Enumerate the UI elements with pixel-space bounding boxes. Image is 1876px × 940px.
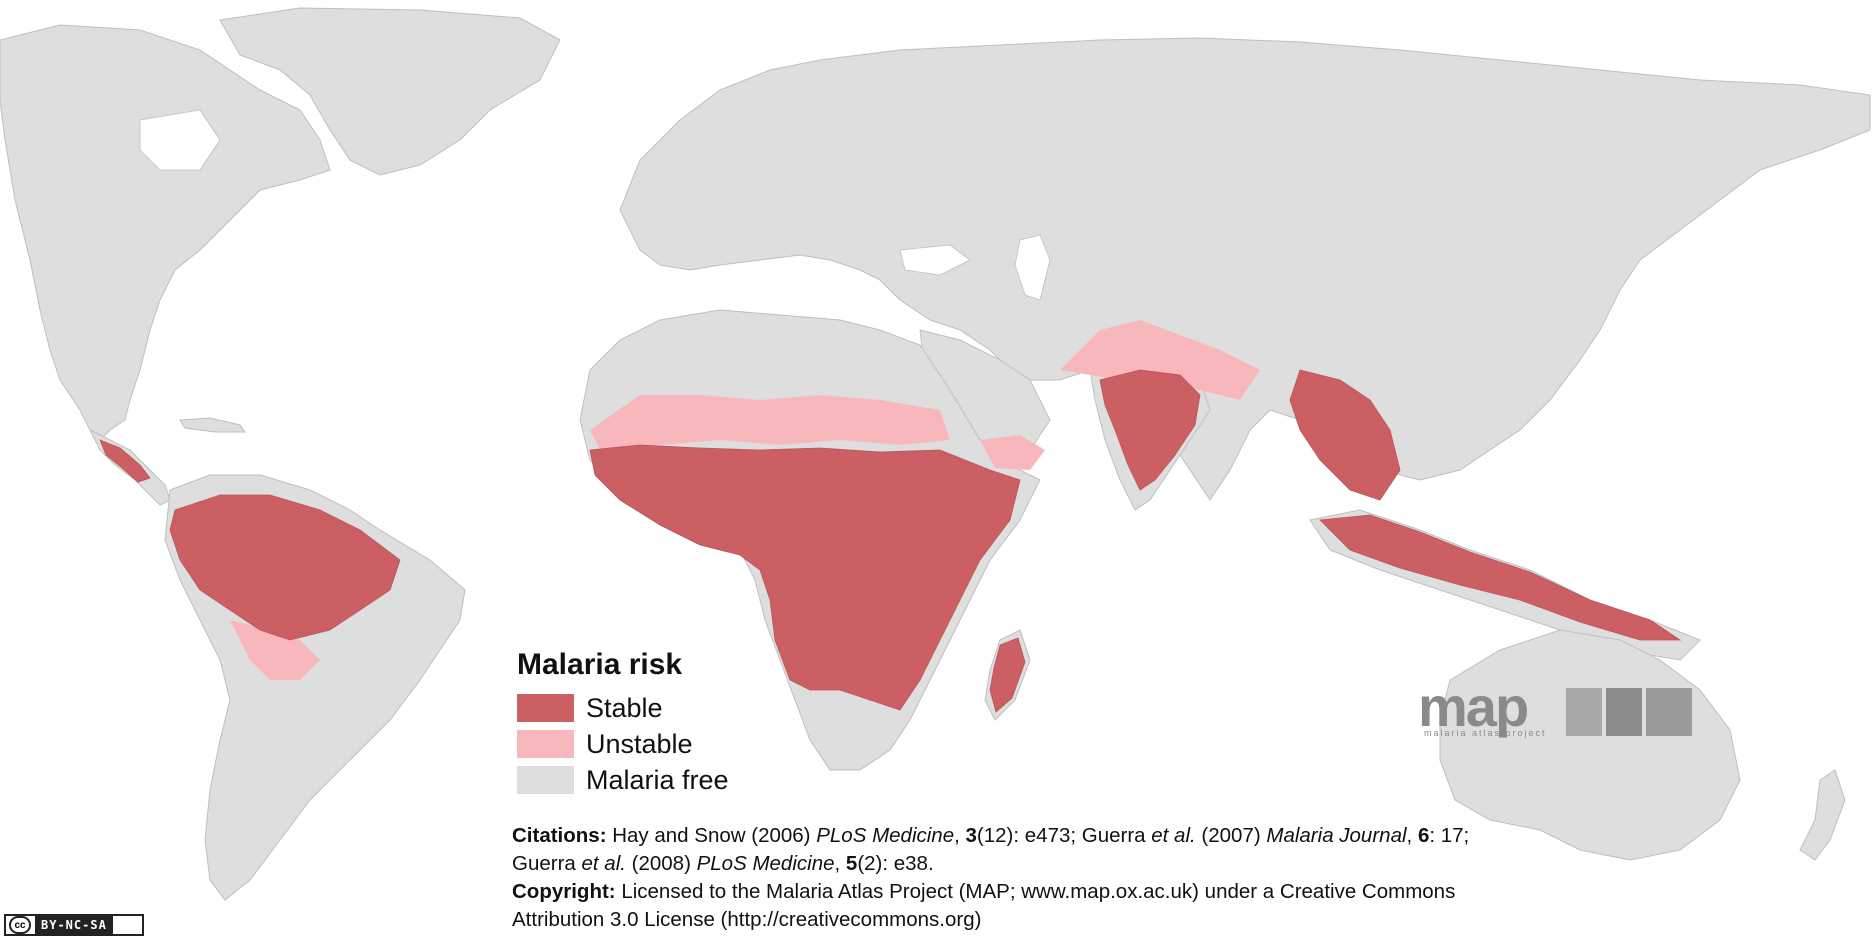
hudson-bay [139,109,221,171]
stable-zone-madagascar [989,637,1026,713]
citation-text: (2008) [625,852,697,875]
citations-block: Citations: Hay and Snow (2006) PLoS Medi… [512,822,1692,934]
unstable-zone-arabia [980,435,1045,470]
citation-volume: 3 [965,824,977,847]
stable-zone-southeast-asia [1289,369,1401,501]
legend-item-malaria-free: Malaria free [517,762,817,798]
stable-zone-india [1099,369,1201,491]
copyright-label: Copyright: [512,880,616,903]
logo-tile-americas [1566,688,1602,736]
citation-journal: PLoS Medicine [696,852,835,875]
citation-line-2: Guerra et al. (2008) PLoS Medicine, 5(2)… [512,850,1692,878]
citation-text: , [834,852,846,875]
logo-subtitle: malaria atlas project [1424,728,1547,738]
caribbean [179,417,246,433]
new-zealand [1799,769,1846,861]
legend-swatch-stable [517,694,574,722]
citations-label: Citations: [512,824,607,847]
citation-volume: 6 [1417,824,1430,847]
citation-line-1: Citations: Hay and Snow (2006) PLoS Medi… [512,822,1692,850]
copyright-line-2: Attribution 3.0 License (http://creative… [512,908,982,931]
citation-text: : 17; [1429,824,1470,847]
logo-tile-africa [1606,688,1642,736]
stable-zone-amazon [169,494,401,641]
unstable-zone-south-asia [1060,320,1260,400]
black-sea [899,244,971,276]
stable-zone-africa [589,444,1021,711]
greenland [219,7,561,176]
citation-text: Guerra [512,852,582,875]
citation-journal: Malaria Journal [1266,824,1407,847]
eurasia [619,37,1871,501]
legend-item-unstable: Unstable [517,726,817,762]
citation-text: (2): e38. [857,852,934,875]
citation-etal: et al. [1151,824,1196,847]
citation-text: (2007) [1195,824,1267,847]
citation-etal: et al. [581,852,626,875]
citation-text: , [954,824,966,847]
stable-zone-central-america [99,439,151,483]
legend-label-stable: Stable [586,692,663,723]
legend-swatch-unstable [517,730,574,758]
logo-tile-asia [1646,688,1692,736]
north-america [0,24,331,441]
legend-label-malaria-free: Malaria free [586,764,729,795]
citation-volume: 5 [845,852,858,875]
copyright-text: Licensed to the Malaria Atlas Project (M… [615,880,1456,903]
unstable-zone-sahel [590,395,950,450]
stable-zone-indonesia [1319,514,1682,641]
copyright-line-1: Copyright: Licensed to the Malaria Atlas… [512,878,1692,906]
legend-title: Malaria risk [517,648,683,681]
logo-text: map [1418,675,1529,738]
malaria-atlas-project-logo: map malaria atlas project [1418,675,1703,742]
citation-text: Hay and Snow (2006) [606,824,817,847]
cc-icon: cc [9,916,31,934]
australia [1439,629,1741,861]
map-legend: Malaria risk Stable Unstable Malaria fre… [517,648,817,798]
legend-label-unstable: Unstable [586,728,693,759]
unstable-zone-south-america [230,620,320,680]
creative-commons-badge[interactable]: cc BY-NC-SA [4,914,144,936]
cc-license-text: BY-NC-SA [35,916,113,934]
citation-text: (12): e473; Guerra [976,824,1152,847]
citation-text: , [1406,824,1418,847]
legend-item-stable: Stable [517,690,817,726]
legend-swatch-malaria-free [517,766,574,794]
citation-journal: PLoS Medicine [816,824,955,847]
caspian-sea [1014,234,1051,301]
